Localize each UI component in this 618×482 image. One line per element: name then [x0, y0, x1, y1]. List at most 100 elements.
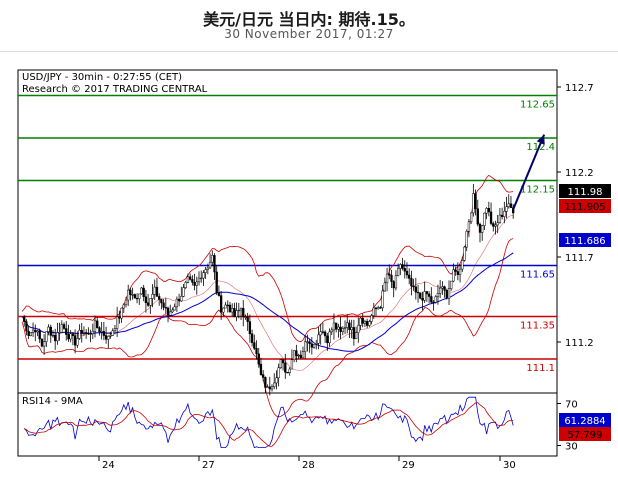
candle-body: [158, 296, 161, 300]
candle-body: [496, 222, 499, 226]
candle-body: [308, 341, 311, 344]
candle-body: [306, 341, 309, 343]
candle-body: [492, 223, 495, 227]
candle-body: [246, 316, 249, 322]
x-tick-label-1: 27: [202, 460, 215, 471]
bollinger-bands: [21, 174, 514, 418]
candle-body: [186, 276, 190, 283]
candle-body: [476, 208, 479, 225]
header: 美元/日元 当日内: 期待.15。 30 November 2017, 01:2…: [0, 0, 618, 52]
y-tick-label-1: 112.2: [565, 168, 594, 179]
main-panel-frame: [17, 69, 558, 394]
candle-body: [394, 275, 398, 289]
price-flag-1: [559, 199, 611, 213]
candle-body: [330, 329, 333, 333]
candle-body: [211, 255, 214, 263]
candle-body: [193, 282, 196, 286]
candle-body: [133, 294, 136, 299]
rsi-lines: [23, 396, 514, 449]
candle-body: [140, 287, 143, 295]
x-tick-label-4: 30: [503, 460, 516, 471]
candle-body: [270, 386, 274, 390]
candle-body: [359, 317, 362, 326]
candle-body: [341, 328, 344, 332]
candle-body: [304, 341, 307, 352]
candle-body: [27, 330, 30, 336]
candle-body: [483, 212, 486, 226]
candle-body: [202, 272, 205, 279]
candle-body: [235, 310, 238, 318]
rsi-flag-1: [559, 427, 611, 441]
candle-body: [85, 332, 88, 334]
candle-body: [396, 268, 400, 276]
candle-body: [76, 338, 79, 346]
rsi-panel-frame: [17, 392, 558, 457]
candle-body: [399, 264, 402, 269]
candle-body: [292, 350, 296, 360]
candle-body: [144, 296, 148, 304]
candle-body: [416, 291, 420, 294]
candle-body: [100, 331, 103, 333]
candle-body: [268, 386, 271, 390]
candle-body: [153, 286, 156, 295]
candle-body: [224, 304, 227, 309]
candle-body: [465, 231, 468, 248]
candle-body: [228, 304, 232, 313]
candle-body: [352, 327, 356, 339]
candle-body: [244, 316, 247, 318]
candle-body: [73, 335, 77, 346]
candle-body: [326, 335, 329, 344]
candle-body: [54, 334, 57, 342]
candle-body: [346, 322, 349, 328]
candle-body: [173, 306, 176, 311]
candle-body: [36, 330, 39, 333]
candle-body: [89, 333, 92, 335]
price-flag-label-1: 111.905: [564, 202, 605, 213]
y-tick-label-0: 112.7: [565, 83, 594, 94]
candle-body: [160, 299, 163, 304]
candle-body: [204, 269, 207, 273]
candle-body: [80, 329, 83, 333]
candle-body: [323, 331, 327, 337]
candle-body: [315, 342, 318, 345]
candle-body: [461, 260, 464, 270]
rsi-flag-label-0: 61.2884: [564, 416, 605, 427]
candle-body: [129, 289, 132, 295]
candle-body: [273, 382, 276, 387]
x-tick-label-0: 24: [102, 460, 115, 471]
candle-body: [472, 193, 475, 214]
candle-body: [350, 327, 353, 330]
candle-body: [388, 273, 391, 276]
candle-body: [237, 309, 240, 312]
candle-body: [425, 291, 429, 295]
candle-body: [71, 333, 75, 336]
price-flag-label-0: 111.98: [568, 187, 603, 198]
candle-body: [279, 359, 283, 369]
candle-body: [111, 330, 114, 336]
candle-body: [184, 282, 187, 288]
candle-body: [102, 331, 106, 336]
candle-body: [370, 315, 373, 322]
candle-body: [374, 307, 378, 310]
candle-body: [390, 274, 393, 282]
candle-body: [219, 295, 223, 313]
candle-body: [42, 341, 46, 347]
candle-body: [487, 208, 490, 213]
candle-body: [503, 211, 506, 217]
rsi-ma-line: [24, 402, 514, 447]
x-tick-label-2: 28: [302, 460, 315, 471]
candle-body: [62, 324, 66, 329]
candle-body: [284, 362, 287, 373]
candle-body: [200, 277, 203, 280]
candle-body: [295, 350, 298, 357]
candle-body: [392, 281, 395, 289]
chart-info-line2: Research © 2017 TRADING CENTRAL: [22, 84, 208, 95]
bollinger-upper: [21, 174, 514, 343]
candle-body: [452, 269, 455, 282]
candle-body: [78, 329, 81, 339]
candle-body: [319, 331, 322, 336]
candle-body: [231, 308, 234, 313]
rsi-flag-0: [559, 413, 611, 427]
candle-body: [414, 286, 417, 293]
candle-body: [299, 354, 302, 359]
